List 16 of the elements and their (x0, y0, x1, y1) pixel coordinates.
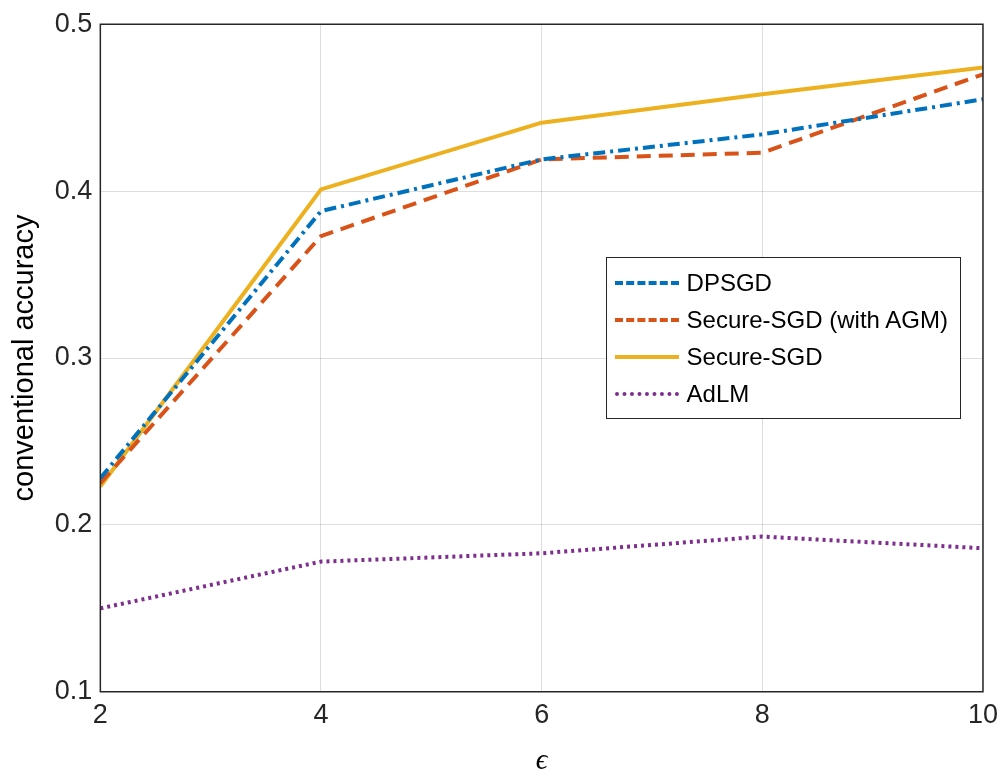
y-tick-label: 0.3 (54, 341, 93, 372)
legend-label: AdLM (686, 379, 750, 408)
y-tick-label: 0.4 (54, 174, 93, 205)
legend-label: Secure-SGD (with AGM) (686, 305, 948, 334)
x-tick-label: 8 (754, 699, 770, 730)
y-axis-title: conventional accuracy (7, 214, 40, 502)
x-tick-label: 4 (313, 699, 329, 730)
y-tick-label: 0.5 (54, 7, 93, 38)
y-tick-label: 0.2 (54, 508, 93, 539)
legend-label: Secure-SGD (686, 342, 823, 371)
y-tick-label: 0.1 (54, 675, 93, 706)
x-tick-label: 6 (534, 699, 550, 730)
x-tick-label: 2 (92, 699, 108, 730)
x-axis-title: ϵ (535, 743, 549, 776)
legend-label: DPSGD (686, 268, 772, 297)
x-tick-label: 10 (967, 699, 999, 730)
